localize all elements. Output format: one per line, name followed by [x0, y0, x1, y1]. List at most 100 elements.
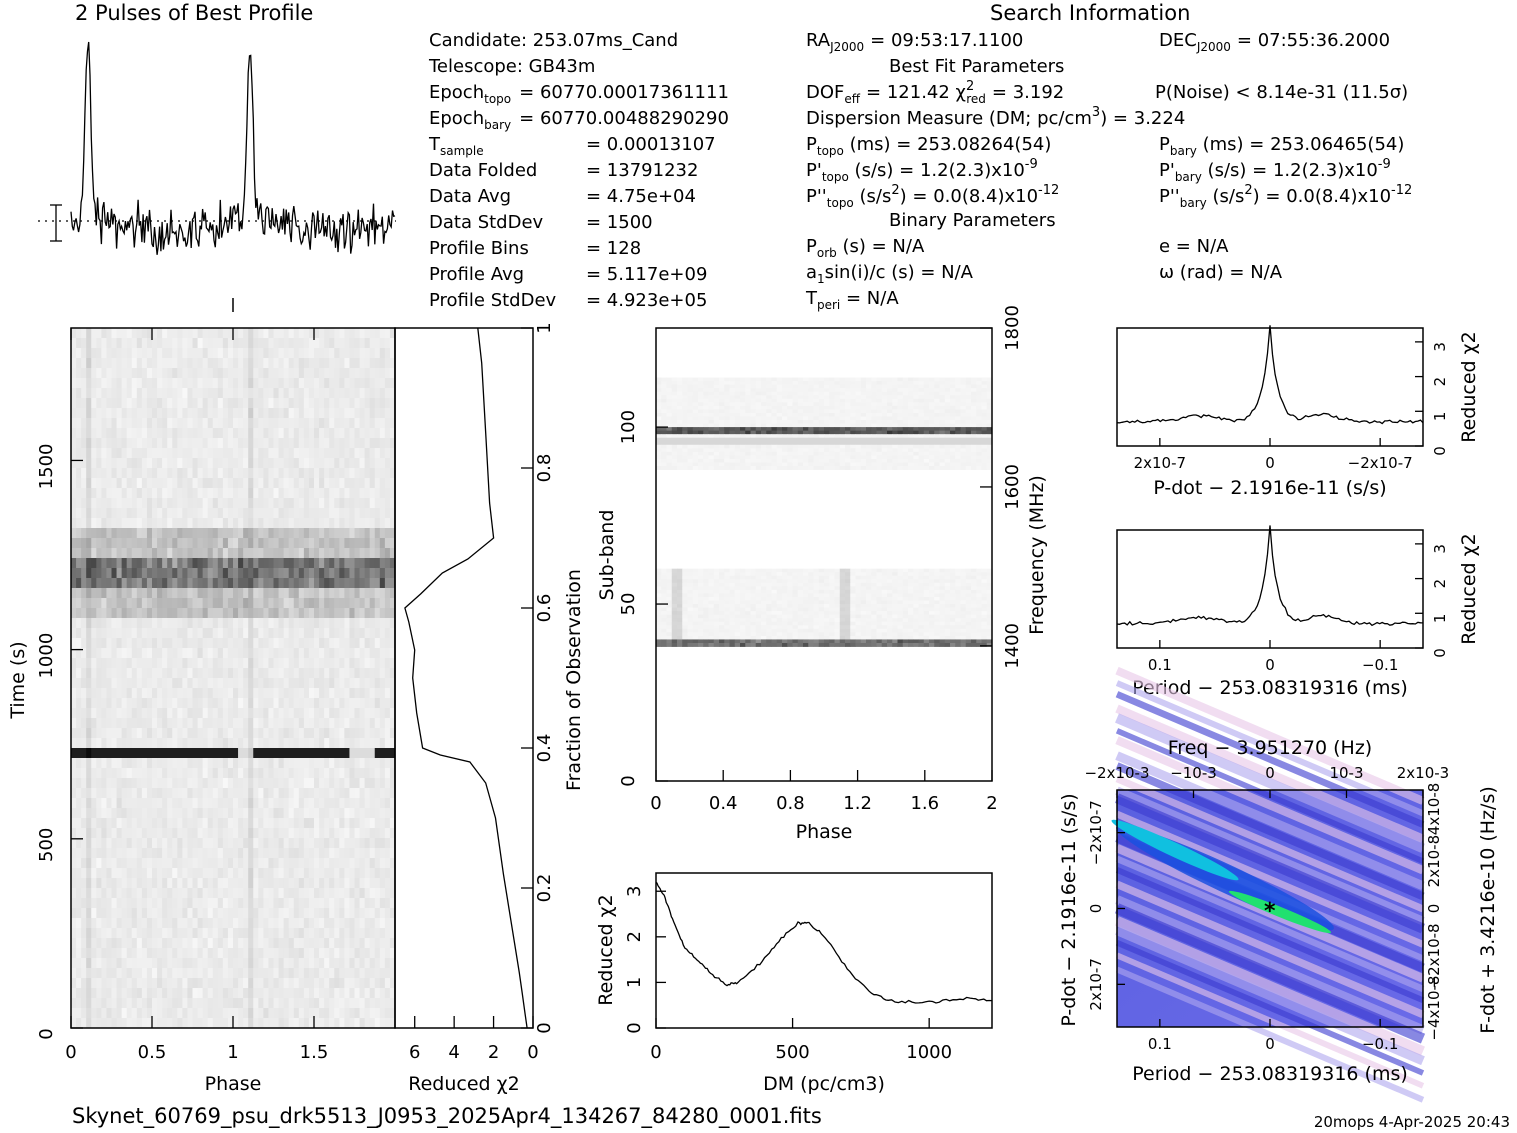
time-phase-cell: [131, 758, 138, 769]
time-phase-cell: [273, 978, 279, 989]
time-phase-cell: [101, 998, 107, 1009]
time-phase-cell: [278, 568, 285, 579]
time-phase-cell: [308, 708, 315, 719]
time-phase-cell: [283, 568, 290, 579]
time-phase-cell: [288, 978, 295, 989]
time-phase-cell: [253, 348, 259, 359]
time-phase-cell: [324, 418, 330, 429]
time-phase-cell: [76, 688, 82, 699]
time-phase-cell: [212, 488, 219, 499]
subband-cell: [661, 384, 667, 389]
time-phase-cell: [273, 558, 279, 569]
time-phase-cell: [222, 378, 229, 389]
time-phase-cell: [314, 618, 320, 629]
time-phase-cell: [126, 508, 133, 519]
time-phase-cell: [303, 968, 310, 979]
time-phase-cell: [202, 408, 209, 419]
time-phase-cell: [177, 598, 183, 609]
time-phase-cell: [141, 568, 148, 579]
time-phase-cell: [233, 418, 239, 429]
time-phase-cell: [152, 878, 158, 889]
time-phase-cell: [187, 928, 193, 939]
time-phase-cell: [324, 448, 330, 459]
time-phase-cell: [222, 1008, 229, 1019]
time-phase-cell: [76, 478, 82, 489]
time-phase-cell: [157, 778, 163, 789]
time-phase-cell: [283, 958, 290, 969]
time-phase-cell: [136, 458, 143, 469]
time-phase-cell: [233, 808, 239, 819]
time-phase-cell: [258, 388, 264, 399]
chi-fraction-ytick: 1: [534, 322, 555, 333]
time-phase-cell: [167, 418, 173, 429]
time-phase-cell: [162, 488, 168, 499]
time-phase-cell: [344, 978, 350, 989]
time-phase-cell: [76, 718, 82, 729]
time-phase-cell: [152, 748, 158, 759]
time-phase-cell: [136, 828, 143, 839]
time-phase-cell: [182, 858, 188, 869]
time-phase-cell: [384, 908, 391, 919]
time-phase-cell: [116, 488, 123, 499]
time-phase-cell: [263, 988, 269, 999]
time-phase-cell: [334, 688, 340, 699]
time-phase-cell: [146, 398, 153, 409]
time-phase-cell: [374, 928, 381, 939]
time-phase-cell: [131, 348, 138, 359]
time-phase-cell: [248, 358, 254, 369]
time-phase-cell: [359, 638, 366, 649]
time-phase-cell: [359, 508, 366, 519]
time-phase-cell: [233, 498, 239, 509]
time-phase-cell: [339, 498, 345, 509]
time-phase-cell: [374, 958, 381, 969]
time-phase-cell: [243, 858, 249, 869]
time-phase-cell: [354, 998, 360, 1009]
time-phase-cell: [354, 388, 360, 399]
time-phase-cell: [243, 328, 249, 339]
info-row-label: Data Folded: [429, 160, 537, 181]
time-phase-cell: [91, 998, 97, 1009]
time-phase-cell: [187, 988, 193, 999]
time-phase-cell: [121, 578, 128, 589]
time-phase-cell: [379, 848, 386, 859]
time-phase-cell: [217, 1018, 224, 1029]
time-phase-cell: [217, 488, 224, 499]
time-phase-cell: [76, 378, 82, 389]
time-phase-cell: [202, 688, 209, 699]
subband-cell: [666, 377, 673, 382]
time-phase-cell: [202, 568, 209, 579]
subband-cell: [808, 377, 814, 382]
time-phase-cell: [374, 798, 381, 809]
time-phase-cell: [157, 478, 163, 489]
time-phase-cell: [121, 908, 128, 919]
time-phase-cell: [212, 918, 219, 929]
time-phase-cell: [182, 578, 188, 589]
time-phase-cell: [364, 548, 371, 559]
time-phase-cell: [379, 368, 386, 379]
time-phase-cell: [379, 758, 386, 769]
time-phase-cell: [106, 688, 112, 699]
time-phase-cell: [283, 438, 290, 449]
time-phase-cell: [283, 948, 290, 959]
time-phase-cell: [288, 418, 295, 429]
subband-cell: [661, 388, 667, 393]
time-phase-cell: [172, 868, 178, 879]
time-phase-cell: [253, 888, 259, 899]
time-phase-cell: [116, 968, 123, 979]
subband-cell: [824, 381, 830, 386]
time-phase-cell: [131, 1018, 138, 1029]
time-phase-cell: [273, 368, 279, 379]
time-phase-cell: [227, 1008, 234, 1019]
time-phase-cell: [192, 338, 198, 349]
time-phase-cell: [212, 988, 219, 999]
time-phase-cell: [303, 728, 310, 739]
time-phase-cell: [349, 388, 355, 399]
time-phase-cell: [303, 958, 310, 969]
time-phase-cell: [364, 838, 371, 849]
time-phase-cell: [197, 598, 204, 609]
time-phase-cell: [243, 848, 249, 859]
time-phase-cell: [177, 998, 183, 1009]
time-phase-cell: [192, 1018, 198, 1029]
time-phase-cell: [329, 388, 335, 399]
time-phase-cell: [187, 808, 193, 819]
